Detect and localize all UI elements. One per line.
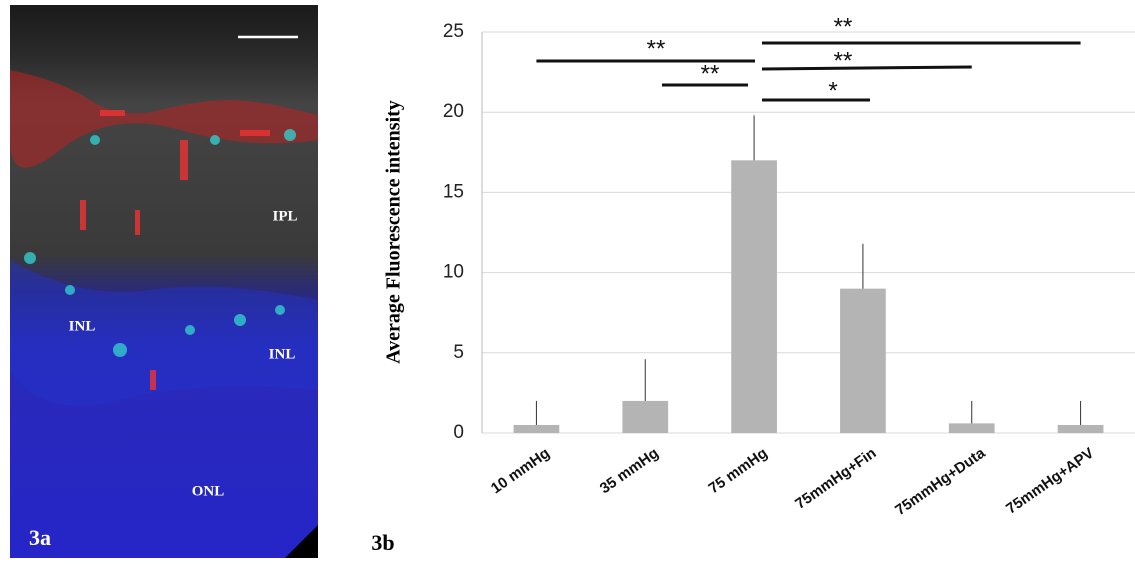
x-tick-label: 75 mmHg [706, 445, 771, 498]
layer-label: ONL [192, 483, 225, 499]
red-puncta [80, 110, 270, 390]
bar [731, 160, 777, 433]
significance-line [761, 65, 972, 71]
blue-stain [10, 260, 318, 406]
y-tick-label: 10 [443, 262, 464, 283]
x-tick-label: 75mmHg+Fin [792, 445, 879, 513]
y-tick-label: 20 [443, 101, 464, 122]
layer-label: INL [269, 346, 296, 362]
y-tick-label: 0 [453, 422, 464, 443]
x-tick-label: 75mmHg+Duta [892, 444, 989, 519]
cyan-cells [24, 129, 296, 357]
red-stain [10, 70, 318, 168]
micrograph: IPL INL INL ONL 3a [10, 5, 318, 558]
significance-mark: ** [701, 60, 720, 87]
bar [1057, 424, 1104, 433]
significance-mark: ** [834, 13, 853, 40]
significance-mark: ** [647, 35, 666, 62]
y-tick-label: 25 [443, 21, 464, 42]
x-tick-label: 75mmHg+APV [1003, 445, 1097, 518]
bar [840, 288, 886, 433]
y-tick-label: 5 [453, 342, 464, 363]
y-axis-label: Average Fluorescence intensity [383, 100, 405, 364]
bar [622, 400, 669, 433]
x-tick-label: 10 mmHg [488, 445, 553, 498]
panel-label: 3a [29, 525, 51, 550]
layer-label: IPL [272, 208, 297, 224]
y-tick-label: 15 [443, 181, 464, 202]
corner [285, 525, 318, 558]
bar [513, 424, 560, 433]
significance-mark: * [828, 77, 837, 104]
bar [948, 423, 995, 433]
panel-label: 3b [371, 530, 394, 555]
significance-mark: ** [834, 47, 853, 74]
layer-label: INL [69, 318, 96, 334]
x-tick-label: 35 mmHg [597, 445, 662, 498]
